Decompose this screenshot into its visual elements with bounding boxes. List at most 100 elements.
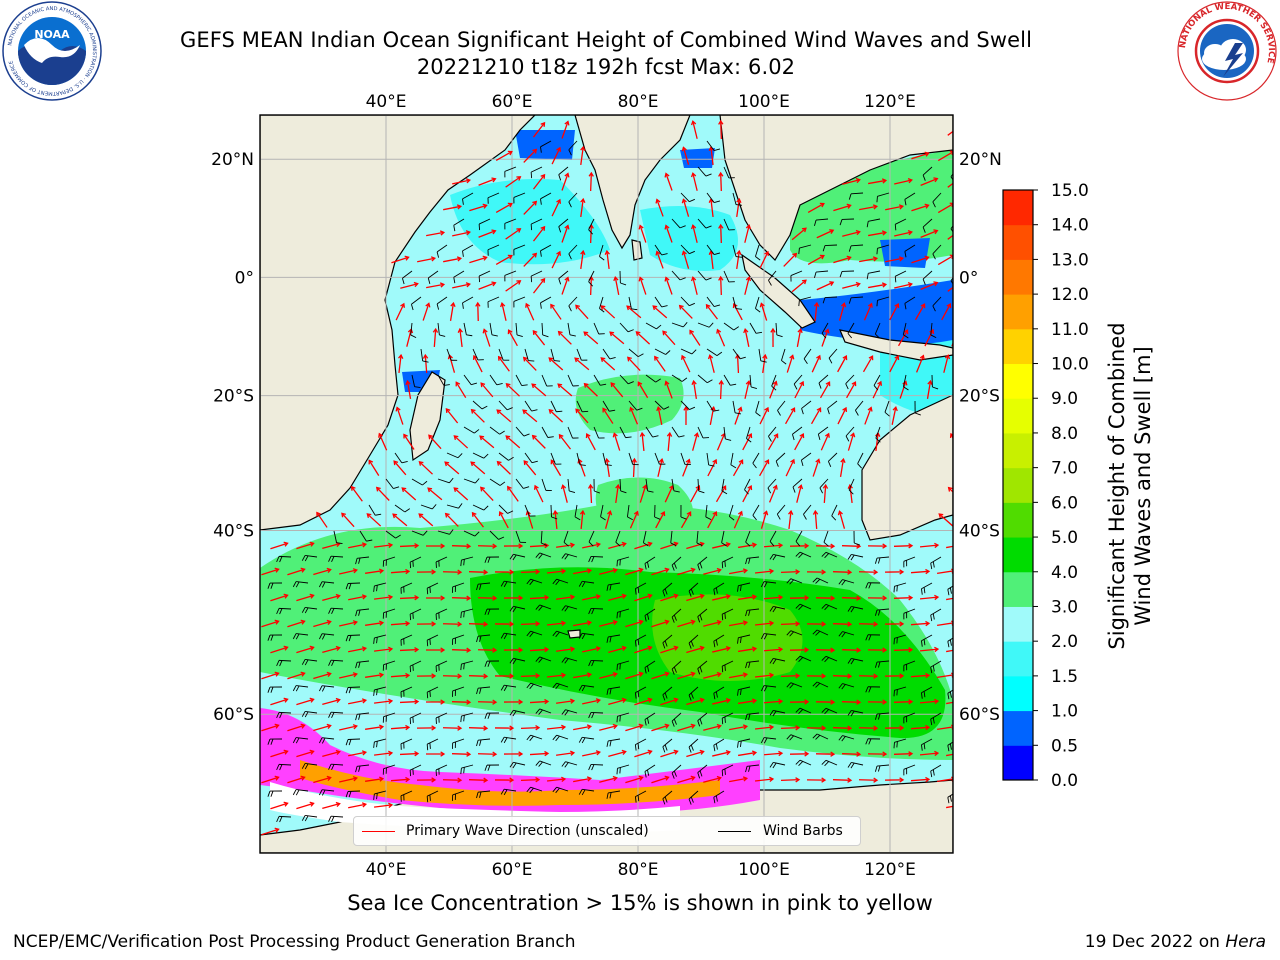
wind-barb xyxy=(500,632,517,640)
wind-barb xyxy=(865,738,881,745)
wind-barb xyxy=(600,504,606,521)
wind-barb xyxy=(515,374,528,387)
wind-barb xyxy=(922,218,933,233)
wind-barb xyxy=(535,656,552,663)
wind-barb xyxy=(328,607,344,615)
wind-barb xyxy=(921,634,933,647)
wave-arrow xyxy=(703,775,722,783)
wave-arrow xyxy=(477,647,498,653)
wave-arrow xyxy=(815,751,836,757)
wind-barb xyxy=(409,712,422,725)
wave-arrow xyxy=(920,229,939,238)
wave-arrow xyxy=(557,383,573,397)
wind-barb xyxy=(400,686,413,698)
wind-barb xyxy=(795,655,812,663)
wave-arrow xyxy=(468,673,489,679)
wave-arrow xyxy=(806,777,827,783)
wave-arrow xyxy=(529,646,550,653)
wind-barb xyxy=(755,296,761,313)
wind-barb xyxy=(435,712,448,724)
wave-arrow xyxy=(891,406,898,425)
wind-barb xyxy=(847,762,864,769)
wave-arrow xyxy=(523,148,538,163)
wave-arrow xyxy=(938,513,953,527)
wind-barb xyxy=(484,712,500,719)
wind-barb xyxy=(558,218,569,233)
wave-arrow xyxy=(712,698,731,705)
wind-barb xyxy=(524,400,538,412)
wind-barb xyxy=(721,556,734,569)
wind-barb xyxy=(634,582,647,595)
wind-barb xyxy=(706,348,723,357)
colorbar-segment xyxy=(1003,502,1033,538)
wind-barb xyxy=(552,682,569,690)
wind-barb xyxy=(930,764,942,778)
wind-barb xyxy=(730,452,737,469)
wind-barb xyxy=(541,374,553,387)
wind-barb xyxy=(373,686,387,696)
wave-arrow xyxy=(910,776,931,783)
wind-barb xyxy=(790,270,803,282)
wind-barb xyxy=(489,322,498,337)
wave-arrow xyxy=(261,567,280,576)
wave-arrow xyxy=(416,621,437,627)
wind-barb xyxy=(894,270,907,283)
wind-barb xyxy=(628,296,638,311)
wave-arrow xyxy=(858,725,879,731)
wave-arrow xyxy=(690,172,698,191)
wind-barb xyxy=(654,504,661,520)
wind-barb xyxy=(435,764,448,776)
wave-arrow xyxy=(686,645,705,654)
land-kerguelen xyxy=(567,629,581,639)
wind-barb xyxy=(355,608,370,617)
wave-arrow xyxy=(821,328,830,347)
wind-barb xyxy=(865,686,881,693)
wind-barb xyxy=(540,244,552,257)
wave-arrow xyxy=(451,699,472,705)
wave-arrow xyxy=(573,776,593,783)
wave-arrow xyxy=(677,723,696,732)
wind-barb xyxy=(509,709,526,717)
wave-arrow xyxy=(478,281,497,290)
wind-barb xyxy=(847,554,864,561)
wave-arrow xyxy=(920,177,939,186)
wave-arrow xyxy=(546,568,567,575)
wind-barb xyxy=(654,244,668,256)
wind-barb xyxy=(803,348,812,365)
wind-barb xyxy=(732,400,742,415)
wave-arrow xyxy=(847,432,856,451)
wind-barb xyxy=(821,551,838,559)
wind-barb xyxy=(588,659,604,667)
colorbar-tick-label: 3.0 xyxy=(1051,597,1078,617)
wave-arrow xyxy=(689,329,701,346)
wind-barb xyxy=(755,400,761,417)
wave-arrow xyxy=(842,177,861,185)
wind-barb xyxy=(644,712,656,726)
wave-arrow xyxy=(417,256,437,263)
wave-arrow xyxy=(729,620,749,627)
wave-arrow xyxy=(579,509,586,530)
wind-barb xyxy=(498,504,514,514)
wave-arrow xyxy=(780,673,801,679)
wind-barb xyxy=(957,609,967,621)
colorbar-tick-label: 12.0 xyxy=(1051,285,1089,305)
wave-arrow xyxy=(664,380,673,399)
wave-arrow xyxy=(732,459,744,477)
wind-barb xyxy=(328,659,344,667)
wave-arrow xyxy=(660,749,679,758)
wind-barb xyxy=(671,556,682,571)
wind-barb xyxy=(619,374,634,385)
wave-arrow xyxy=(529,750,550,757)
wind-barb xyxy=(776,504,786,520)
wave-arrow xyxy=(806,569,827,575)
chart-title: GEFS MEAN Indian Ocean Significant Heigh… xyxy=(179,28,1033,52)
wave-arrow xyxy=(893,699,914,705)
wind-barb xyxy=(355,712,370,721)
wave-arrow xyxy=(551,198,562,217)
wave-arrow xyxy=(625,723,644,732)
wind-barb xyxy=(688,582,699,597)
wave-arrow xyxy=(681,146,690,165)
wind-barb xyxy=(460,712,474,723)
wave-arrow xyxy=(313,775,332,784)
wave-arrow xyxy=(837,406,848,425)
